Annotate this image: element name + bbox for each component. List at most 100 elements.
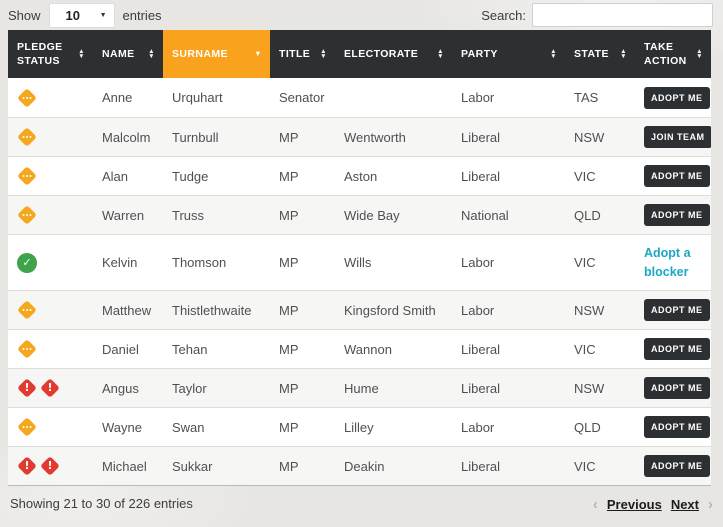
electorate-cell: Lilley: [335, 408, 452, 446]
exclamation-glyph: !: [47, 458, 53, 472]
pagination: ‹ Previous Next ›: [593, 496, 713, 513]
ellipsis-glyph: [26, 348, 28, 350]
column-header-electorate[interactable]: ELECTORATE ▲ ▼: [335, 30, 452, 78]
name-value: Daniel: [102, 341, 139, 357]
column-header-title[interactable]: TITLE ▲ ▼: [270, 30, 335, 78]
pledge-status-cell: [8, 408, 93, 446]
column-header-pledge-status[interactable]: PLEDGE STATUS ▲ ▼: [8, 30, 93, 78]
state-value: NSW: [574, 302, 605, 318]
sort-both-icon: ▲ ▼: [320, 48, 327, 60]
party-value: Liberal: [461, 458, 501, 474]
name-cell: Wayne: [93, 408, 163, 446]
status-blocker-icon: !: [40, 456, 60, 476]
pledge-status-cell: [8, 291, 93, 329]
search-control: Search:: [481, 3, 713, 27]
electorate-value: Wide Bay: [344, 207, 400, 223]
column-header-state[interactable]: STATE ▲ ▼: [565, 30, 635, 78]
table-controls-bar: Show 10 ▼ entries Search:: [8, 0, 713, 30]
name-cell: Warren: [93, 196, 163, 234]
column-header-surname[interactable]: SURNAME ▼: [163, 30, 270, 78]
join-team-button[interactable]: JOIN TEAM: [644, 126, 711, 148]
title-value: MP: [279, 207, 299, 223]
search-label: Search:: [481, 7, 526, 23]
adopt-me-button[interactable]: ADOPT ME: [644, 165, 710, 187]
adopt-me-button[interactable]: ADOPT ME: [644, 299, 710, 321]
electorate-cell: Deakin: [335, 447, 452, 485]
electorate-value: Wannon: [344, 341, 392, 357]
pledge-status-cell: [8, 196, 93, 234]
table-row: Alan Tudge MP Aston Liberal VIC ADOPT ME: [8, 156, 711, 195]
state-cell: NSW: [565, 291, 635, 329]
entries-select-value: 10: [65, 7, 80, 23]
surname-cell: Taylor: [163, 369, 270, 407]
electorate-value: Hume: [344, 380, 379, 396]
electorate-value: Kingsford Smith: [344, 302, 436, 318]
adopt-blocker-link[interactable]: Adopt a blocker: [644, 245, 691, 279]
next-page-link[interactable]: Next: [670, 497, 699, 512]
adopt-me-button[interactable]: ADOPT ME: [644, 204, 710, 226]
take-action-cell: JOIN TEAM: [635, 118, 711, 156]
adopt-me-button[interactable]: ADOPT ME: [644, 338, 710, 360]
column-header-label: SURNAME: [172, 47, 228, 60]
column-header-label: TITLE: [279, 47, 311, 60]
party-value: Labor: [461, 419, 495, 435]
status-pledged-icon: ✓: [17, 252, 37, 273]
entries-select[interactable]: 10 ▼: [48, 2, 115, 28]
title-cell: MP: [270, 369, 335, 407]
chevron-right-icon: ›: [708, 496, 713, 513]
surname-cell: Urquhart: [163, 78, 270, 117]
status-blocker-icon: !: [40, 378, 60, 398]
status-pending-icon: [17, 417, 37, 437]
column-header-label: NAME: [102, 47, 135, 60]
ellipsis-glyph: [26, 214, 28, 216]
electorate-cell: Wannon: [335, 330, 452, 368]
electorate-cell: Wide Bay: [335, 196, 452, 234]
surname-value: Thistlethwaite: [172, 302, 252, 318]
sort-both-icon: ▲ ▼: [696, 48, 703, 60]
adopt-me-button[interactable]: ADOPT ME: [644, 377, 710, 399]
title-value: Senator: [279, 90, 325, 105]
previous-page-link[interactable]: Previous: [606, 497, 662, 512]
title-cell: MP: [270, 118, 335, 156]
surname-value: Turnbull: [172, 129, 219, 145]
column-header-take-action[interactable]: TAKE ACTION ▲ ▼: [635, 30, 711, 78]
column-header-label: TAKE ACTION: [644, 40, 687, 67]
title-cell: MP: [270, 291, 335, 329]
surname-value: Taylor: [172, 380, 207, 396]
sort-both-icon: ▲ ▼: [620, 48, 627, 60]
party-cell: Liberal: [452, 447, 565, 485]
state-cell: VIC: [565, 447, 635, 485]
title-cell: MP: [270, 235, 335, 290]
adopt-me-button[interactable]: ADOPT ME: [644, 86, 710, 109]
name-value: Michael: [102, 458, 147, 474]
pledge-table: PLEDGE STATUS ▲ ▼ NAME ▲ ▼ SURNAME ▼ TITLE ▲ ▼ ELEC…: [8, 30, 711, 486]
state-cell: VIC: [565, 330, 635, 368]
pledge-status-cell: !!: [8, 369, 93, 407]
state-value: VIC: [574, 168, 596, 184]
party-cell: Liberal: [452, 157, 565, 195]
party-value: National: [461, 207, 509, 223]
surname-cell: Swan: [163, 408, 270, 446]
surname-cell: Turnbull: [163, 118, 270, 156]
status-blocker-icon: !: [17, 378, 37, 398]
column-header-name[interactable]: NAME ▲ ▼: [93, 30, 163, 78]
search-input[interactable]: [532, 3, 713, 27]
title-cell: MP: [270, 447, 335, 485]
entries-info: Showing 21 to 30 of 226 entries: [10, 496, 193, 511]
name-cell: Daniel: [93, 330, 163, 368]
adopt-me-button[interactable]: ADOPT ME: [644, 416, 710, 438]
sort-both-icon: ▲ ▼: [148, 48, 155, 60]
take-action-cell: ADOPT ME: [635, 196, 711, 234]
column-header-party[interactable]: PARTY ▲ ▼: [452, 30, 565, 78]
party-cell: National: [452, 196, 565, 234]
surname-value: Urquhart: [172, 90, 223, 105]
sort-desc-icon: ▼: [254, 48, 262, 58]
sort-both-icon: ▲ ▼: [550, 48, 557, 60]
electorate-value: Lilley: [344, 419, 374, 435]
adopt-me-button[interactable]: ADOPT ME: [644, 455, 710, 477]
column-header-label: PLEDGE STATUS: [17, 40, 63, 67]
status-pending-icon: [17, 166, 37, 186]
state-value: QLD: [574, 207, 601, 223]
party-cell: Liberal: [452, 118, 565, 156]
name-cell: Alan: [93, 157, 163, 195]
